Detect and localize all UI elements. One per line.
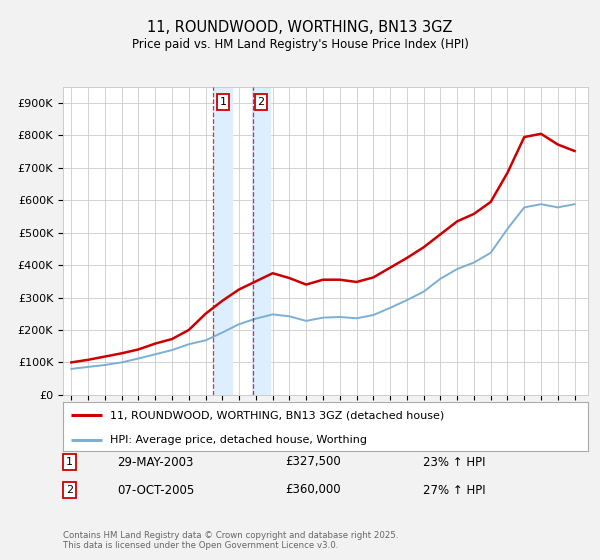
Text: 07-OCT-2005: 07-OCT-2005 — [117, 483, 194, 497]
Text: 11, ROUNDWOOD, WORTHING, BN13 3GZ: 11, ROUNDWOOD, WORTHING, BN13 3GZ — [147, 20, 453, 35]
Text: 1: 1 — [220, 97, 227, 107]
Text: £327,500: £327,500 — [285, 455, 341, 469]
Bar — [251, 87, 270, 395]
Text: 2: 2 — [66, 485, 73, 495]
Text: 11, ROUNDWOOD, WORTHING, BN13 3GZ (detached house): 11, ROUNDWOOD, WORTHING, BN13 3GZ (detac… — [110, 410, 445, 421]
Text: Price paid vs. HM Land Registry's House Price Index (HPI): Price paid vs. HM Land Registry's House … — [131, 38, 469, 50]
Bar — [214, 87, 232, 395]
Text: 1: 1 — [66, 457, 73, 467]
Text: HPI: Average price, detached house, Worthing: HPI: Average price, detached house, Wort… — [110, 435, 367, 445]
Text: 27% ↑ HPI: 27% ↑ HPI — [423, 483, 485, 497]
Text: Contains HM Land Registry data © Crown copyright and database right 2025.
This d: Contains HM Land Registry data © Crown c… — [63, 531, 398, 550]
Text: £360,000: £360,000 — [285, 483, 341, 497]
Text: 2: 2 — [257, 97, 265, 107]
Text: 23% ↑ HPI: 23% ↑ HPI — [423, 455, 485, 469]
Text: 29-MAY-2003: 29-MAY-2003 — [117, 455, 193, 469]
